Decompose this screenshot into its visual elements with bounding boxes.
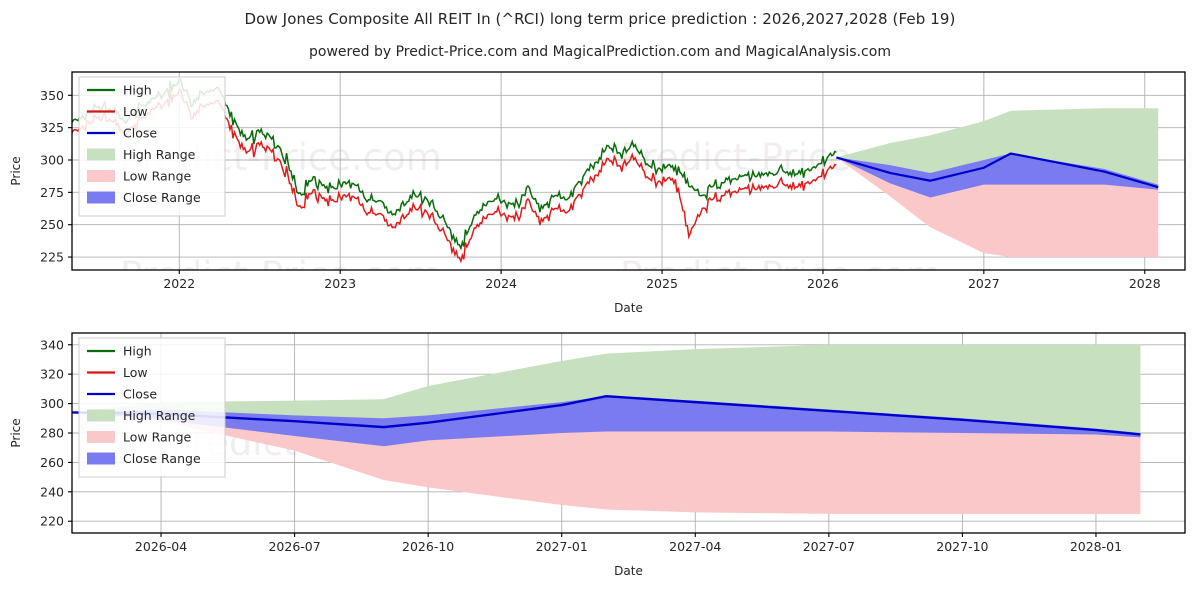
legend-item-low-range[interactable]: Low Range [87, 430, 192, 445]
legend-item-close-range[interactable]: Close Range [87, 451, 201, 466]
close-range-band [72, 396, 1141, 447]
x-axis-label: Date [614, 564, 643, 578]
legend-item-low-range[interactable]: Low Range [87, 169, 192, 184]
legend-patch-swatch [87, 191, 115, 204]
x-axis: 2022 2023 2024 2025 2026 2027 2028 [163, 270, 1161, 291]
x-tick-label: 2026-07 [268, 539, 320, 554]
y-axis-label: Price [9, 156, 23, 185]
legend-patch-swatch [87, 170, 115, 182]
legend-patch-swatch [87, 148, 115, 161]
y-tick-label: 250 [40, 217, 64, 232]
legend-overview: High Low Close High Range Low Range Close Ran… [78, 76, 226, 217]
legend-patch-swatch [87, 409, 115, 422]
x-tick-label: 2027 [968, 276, 1000, 291]
legend-item-high[interactable]: High [87, 344, 152, 359]
legend-patch-swatch [87, 452, 115, 465]
x-axis-label: Date [614, 301, 643, 315]
page-subtitle: powered by Predict-Price.com and Magical… [309, 44, 891, 60]
legend-label: Low [123, 365, 148, 380]
forecast-close-line [836, 152, 1159, 189]
legend-item-low[interactable]: Low [87, 365, 148, 380]
legend-detail: High Low Close High Range Low Range Close Ran… [78, 337, 226, 478]
legend-item-low[interactable]: Low [87, 104, 148, 119]
legend-item-high-range[interactable]: High Range [87, 408, 196, 423]
watermark: Predict-Price.com [120, 254, 442, 297]
y-tick-label: 350 [40, 88, 64, 103]
x-tick-label: 2028 [1129, 276, 1161, 291]
legend-label: High [123, 83, 152, 98]
legend-label: Close [123, 387, 157, 402]
y-tick-label: 340 [40, 337, 64, 352]
legend-label: High [123, 344, 152, 359]
legend-label: High Range [123, 408, 196, 423]
y-tick-label: 220 [40, 514, 64, 529]
y-tick-label: 325 [40, 120, 64, 135]
y-tick-label: 260 [40, 455, 64, 470]
x-tick-label: 2023 [324, 276, 356, 291]
overview-chart-panel: Predict-Price.com Predict-Price.com Predic… [0, 60, 1200, 325]
legend-label: Close [123, 126, 157, 141]
legend-label: Low Range [123, 430, 192, 445]
x-tick-label: 2028-01 [1070, 539, 1122, 554]
y-tick-label: 320 [40, 367, 64, 382]
x-tick-label: 2027-07 [803, 539, 855, 554]
x-tick-label: 2022 [163, 276, 195, 291]
detail-chart-svg: Predict-Price.comPredict-Price.com220240… [9, 332, 1186, 578]
close-range-band [836, 153, 1159, 198]
x-tick-label: 2024 [485, 276, 517, 291]
plot-frame [71, 71, 1186, 271]
legend-item-high[interactable]: High [87, 83, 152, 98]
x-tick-label: 2027-04 [669, 539, 721, 554]
y-tick-label: 240 [40, 484, 64, 499]
x-tick-label: 2027-01 [536, 539, 588, 554]
legend-label: Low [123, 104, 148, 119]
overview-chart-svg: Predict-Price.com Predict-Price.comPredic… [9, 71, 1186, 315]
legend-item-close[interactable]: Close [87, 387, 157, 402]
legend-patch-swatch [87, 431, 115, 443]
y-tick-label: 275 [40, 185, 64, 200]
x-tick-label: 2026 [807, 276, 839, 291]
legend-label: Low Range [123, 169, 192, 184]
x-tick-label: 2027-10 [936, 539, 988, 554]
y-tick-label: 300 [40, 396, 64, 411]
y-axis: 220 240 260 280 300 320 340 [40, 337, 72, 529]
legend-label: Close Range [123, 451, 201, 466]
legend-item-close[interactable]: Close [87, 126, 157, 141]
detail-chart-panel: Predict-Price.comPredict-Price.com220240… [0, 325, 1200, 600]
y-tick-label: 300 [40, 153, 64, 168]
y-axis: 225 250 275 300 325 350 [40, 88, 72, 265]
page-title: Dow Jones Composite All REIT In (^RCI) l… [244, 10, 956, 28]
y-tick-label: 280 [40, 426, 64, 441]
legend-item-high-range[interactable]: High Range [87, 147, 196, 162]
legend-label: High Range [123, 147, 196, 162]
high-range-band [72, 344, 1141, 435]
x-tick-label: 2026-04 [135, 539, 187, 554]
x-tick-label: 2026-10 [402, 539, 454, 554]
watermark: Predict-Price.com [620, 254, 942, 297]
y-tick-label: 225 [40, 250, 64, 265]
x-axis: 2026-04 2026-07 2026-10 2027-01 2027-04 2027-… [135, 533, 1122, 554]
forecast-close-line [72, 395, 1141, 436]
x-tick-label: 2025 [646, 276, 678, 291]
legend-item-close-range[interactable]: Close Range [87, 190, 201, 205]
y-axis-label: Price [9, 418, 23, 447]
high-range-band [836, 108, 1159, 188]
legend-label: Close Range [123, 190, 201, 205]
